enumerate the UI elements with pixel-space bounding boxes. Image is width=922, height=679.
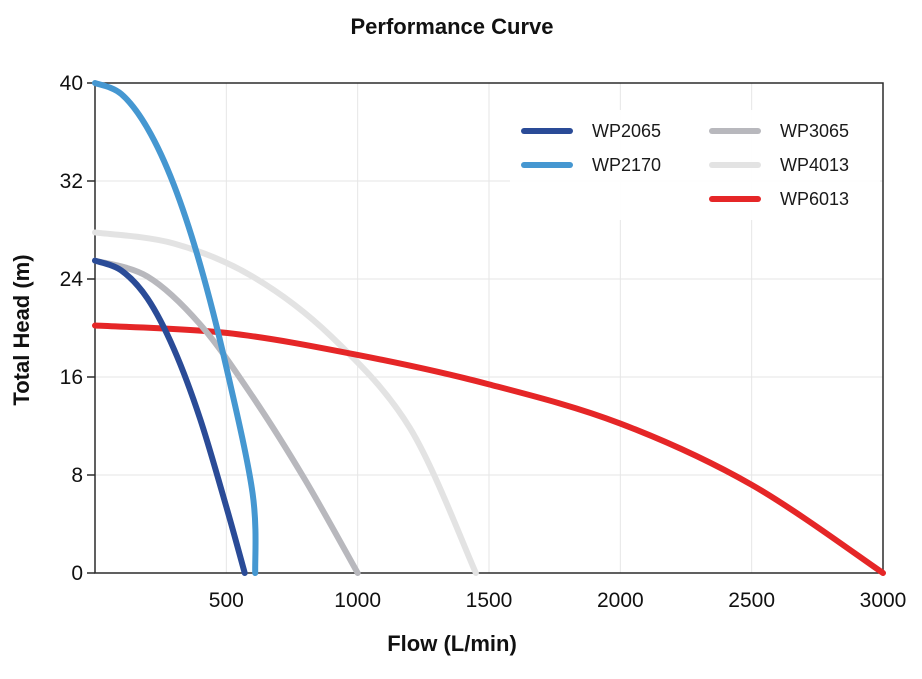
y-tick-label: 16 bbox=[60, 366, 83, 389]
x-tick-label: 3000 bbox=[860, 589, 907, 612]
series-line-wp2065 bbox=[92, 257, 248, 576]
y-tick-label: 40 bbox=[60, 72, 83, 95]
axes-layer: 0 8 16 24 32 40 500 1000 1500 2000 2500 3000 bbox=[60, 72, 907, 612]
y-tick-label: 32 bbox=[60, 170, 83, 193]
x-tick-label: 2000 bbox=[597, 589, 644, 612]
series-line-wp3065 bbox=[92, 257, 361, 576]
series-line-wp4013 bbox=[92, 229, 479, 576]
legend-label-wp3065: WP3065 bbox=[780, 121, 849, 141]
legend-label-wp2170: WP2170 bbox=[592, 155, 661, 175]
y-tick-label: 24 bbox=[60, 268, 84, 291]
x-axis-title: Flow (L/min) bbox=[387, 631, 517, 656]
series-layer bbox=[92, 80, 886, 576]
legend-label-wp4013: WP4013 bbox=[780, 155, 849, 175]
x-tick-label: 2500 bbox=[728, 589, 775, 612]
x-tick-label: 1000 bbox=[334, 589, 381, 612]
x-tick-label: 1500 bbox=[466, 589, 513, 612]
series-line-wp6013 bbox=[92, 322, 886, 576]
legend-label-wp2065: WP2065 bbox=[592, 121, 661, 141]
legend-label-wp6013: WP6013 bbox=[780, 189, 849, 209]
chart-title: Performance Curve bbox=[351, 14, 554, 39]
y-axis-title: Total Head (m) bbox=[9, 254, 34, 405]
series-line-wp2170 bbox=[92, 80, 259, 576]
y-tick-label: 0 bbox=[71, 562, 83, 585]
legend: WP2065 WP2170 WP3065 WP4013 WP6013 bbox=[510, 110, 880, 220]
x-tick-label: 500 bbox=[209, 589, 244, 612]
y-tick-label: 8 bbox=[71, 464, 83, 487]
